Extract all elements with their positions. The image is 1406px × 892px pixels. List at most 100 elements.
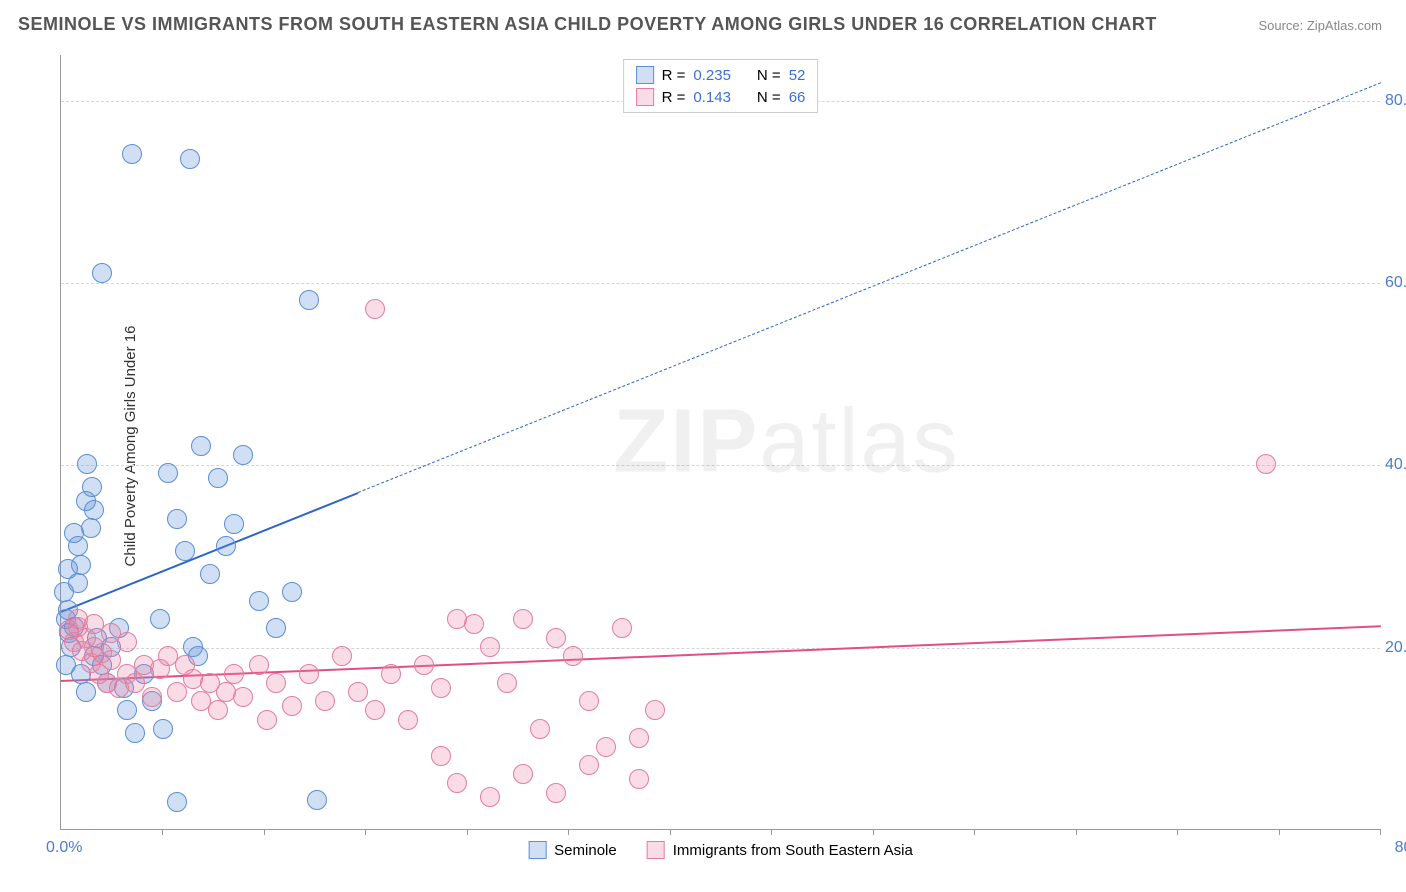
n-label: N = [757, 89, 781, 106]
r-value-seminole: 0.235 [693, 67, 731, 84]
swatch-pink-icon [647, 841, 665, 859]
data-point-seminole [224, 514, 244, 534]
watermark-bold: ZIP [613, 392, 759, 492]
data-point-immigrants [299, 664, 319, 684]
data-point-immigrants [101, 650, 121, 670]
gridline [61, 465, 1380, 466]
data-point-immigrants [167, 682, 187, 702]
chart-plot-area: ZIPatlas R = 0.235 N = 52 R = 0.143 N = … [60, 55, 1380, 830]
gridline [61, 283, 1380, 284]
data-point-seminole [307, 790, 327, 810]
x-minor-tick [974, 829, 975, 835]
trendline-dashed [358, 82, 1381, 493]
data-point-seminole [180, 149, 200, 169]
legend-label-seminole: Seminole [554, 842, 617, 859]
watermark: ZIPatlas [613, 391, 959, 494]
data-point-seminole [54, 582, 74, 602]
x-tick-min: 0.0% [46, 839, 82, 857]
legend-item-immigrants: Immigrants from South Eastern Asia [647, 841, 913, 859]
x-tick-max: 80.0% [1395, 839, 1406, 857]
data-point-immigrants [365, 299, 385, 319]
chart-title: SEMINOLE VS IMMIGRANTS FROM SOUTH EASTER… [18, 14, 1157, 35]
data-point-immigrants [546, 628, 566, 648]
data-point-immigrants [233, 687, 253, 707]
data-point-immigrants [596, 737, 616, 757]
swatch-blue-icon [528, 841, 546, 859]
data-point-immigrants [1256, 454, 1276, 474]
data-point-immigrants [645, 700, 665, 720]
correlation-legend: R = 0.235 N = 52 R = 0.143 N = 66 [623, 59, 819, 113]
data-point-immigrants [249, 655, 269, 675]
data-point-seminole [191, 436, 211, 456]
data-point-immigrants [530, 719, 550, 739]
source-value: ZipAtlas.com [1307, 18, 1382, 33]
data-point-immigrants [579, 755, 599, 775]
data-point-immigrants [348, 682, 368, 702]
data-point-seminole [77, 454, 97, 474]
gridline [61, 648, 1380, 649]
data-point-immigrants [563, 646, 583, 666]
data-point-seminole [216, 536, 236, 556]
swatch-blue-icon [636, 66, 654, 84]
watermark-light: atlas [759, 392, 959, 492]
x-minor-tick [1076, 829, 1077, 835]
x-minor-tick [670, 829, 671, 835]
r-label: R = [662, 67, 686, 84]
data-point-immigrants [257, 710, 277, 730]
data-point-seminole [200, 564, 220, 584]
x-minor-tick [771, 829, 772, 835]
data-point-seminole [122, 144, 142, 164]
source-attribution: Source: ZipAtlas.com [1258, 18, 1382, 33]
data-point-seminole [266, 618, 286, 638]
x-minor-tick [568, 829, 569, 835]
data-point-seminole [175, 541, 195, 561]
x-minor-tick [162, 829, 163, 835]
data-point-seminole [167, 792, 187, 812]
y-tick-label: 80.0% [1385, 92, 1406, 110]
data-point-immigrants [142, 687, 162, 707]
data-point-immigrants [629, 769, 649, 789]
series-legend: Seminole Immigrants from South Eastern A… [528, 841, 913, 859]
data-point-immigrants [480, 637, 500, 657]
data-point-immigrants [208, 700, 228, 720]
data-point-immigrants [365, 700, 385, 720]
x-minor-tick [467, 829, 468, 835]
data-point-immigrants [398, 710, 418, 730]
data-point-immigrants [480, 787, 500, 807]
data-point-immigrants [315, 691, 335, 711]
data-point-seminole [282, 582, 302, 602]
data-point-seminole [153, 719, 173, 739]
x-minor-tick [1380, 829, 1381, 835]
x-minor-tick [365, 829, 366, 835]
y-tick-label: 20.0% [1385, 639, 1406, 657]
data-point-seminole [82, 477, 102, 497]
data-point-seminole [117, 700, 137, 720]
chart-container: SEMINOLE VS IMMIGRANTS FROM SOUTH EASTER… [0, 0, 1406, 892]
data-point-immigrants [224, 664, 244, 684]
data-point-immigrants [447, 773, 467, 793]
data-point-immigrants [629, 728, 649, 748]
data-point-immigrants [332, 646, 352, 666]
data-point-immigrants [125, 673, 145, 693]
data-point-seminole [249, 591, 269, 611]
x-minor-tick [873, 829, 874, 835]
legend-row-immigrants: R = 0.143 N = 66 [636, 86, 806, 108]
data-point-immigrants [431, 746, 451, 766]
data-point-immigrants [612, 618, 632, 638]
n-label: N = [757, 67, 781, 84]
data-point-immigrants [381, 664, 401, 684]
y-tick-label: 60.0% [1385, 274, 1406, 292]
n-value-seminole: 52 [789, 67, 806, 84]
data-point-immigrants [414, 655, 434, 675]
data-point-seminole [92, 263, 112, 283]
data-point-seminole [81, 518, 101, 538]
data-point-seminole [125, 723, 145, 743]
y-tick-label: 40.0% [1385, 456, 1406, 474]
data-point-seminole [208, 468, 228, 488]
data-point-immigrants [497, 673, 517, 693]
x-minor-tick [264, 829, 265, 835]
data-point-immigrants [464, 614, 484, 634]
x-minor-tick [1279, 829, 1280, 835]
data-point-immigrants [513, 764, 533, 784]
data-point-immigrants [266, 673, 286, 693]
